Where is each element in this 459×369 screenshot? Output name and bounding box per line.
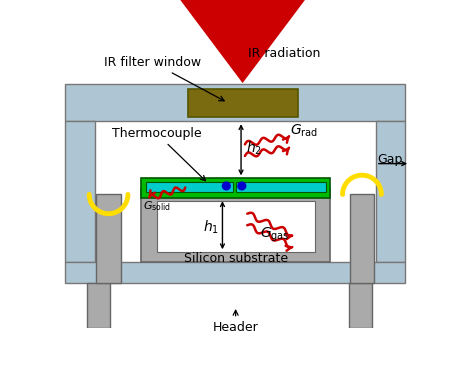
- Text: $h_2$: $h_2$: [246, 139, 262, 157]
- Text: IR filter window: IR filter window: [104, 56, 224, 101]
- Bar: [146, 182, 233, 192]
- Bar: [376, 121, 405, 262]
- Bar: [349, 283, 372, 328]
- Bar: [96, 194, 121, 283]
- Bar: [65, 262, 405, 283]
- Text: $h_1$: $h_1$: [203, 219, 219, 236]
- Bar: [157, 201, 315, 252]
- Text: Gap: Gap: [377, 153, 403, 166]
- Text: Thermocouple: Thermocouple: [112, 127, 206, 181]
- Bar: [350, 194, 375, 283]
- Bar: [65, 121, 95, 262]
- Text: Header: Header: [213, 310, 258, 334]
- Bar: [65, 85, 405, 121]
- Bar: [147, 184, 232, 192]
- Text: IR radiation: IR radiation: [248, 47, 320, 60]
- Bar: [188, 89, 297, 117]
- Bar: [235, 182, 325, 192]
- Bar: [141, 189, 330, 262]
- Text: $G_{\rm rad}$: $G_{\rm rad}$: [290, 122, 318, 139]
- Bar: [87, 283, 110, 328]
- Bar: [141, 178, 330, 198]
- Text: $G_{\rm gas}$: $G_{\rm gas}$: [260, 225, 290, 244]
- Text: $G_{\rm solid}$: $G_{\rm solid}$: [143, 199, 171, 213]
- Circle shape: [223, 182, 230, 190]
- Circle shape: [238, 182, 246, 190]
- Text: Silicon substrate: Silicon substrate: [184, 252, 288, 265]
